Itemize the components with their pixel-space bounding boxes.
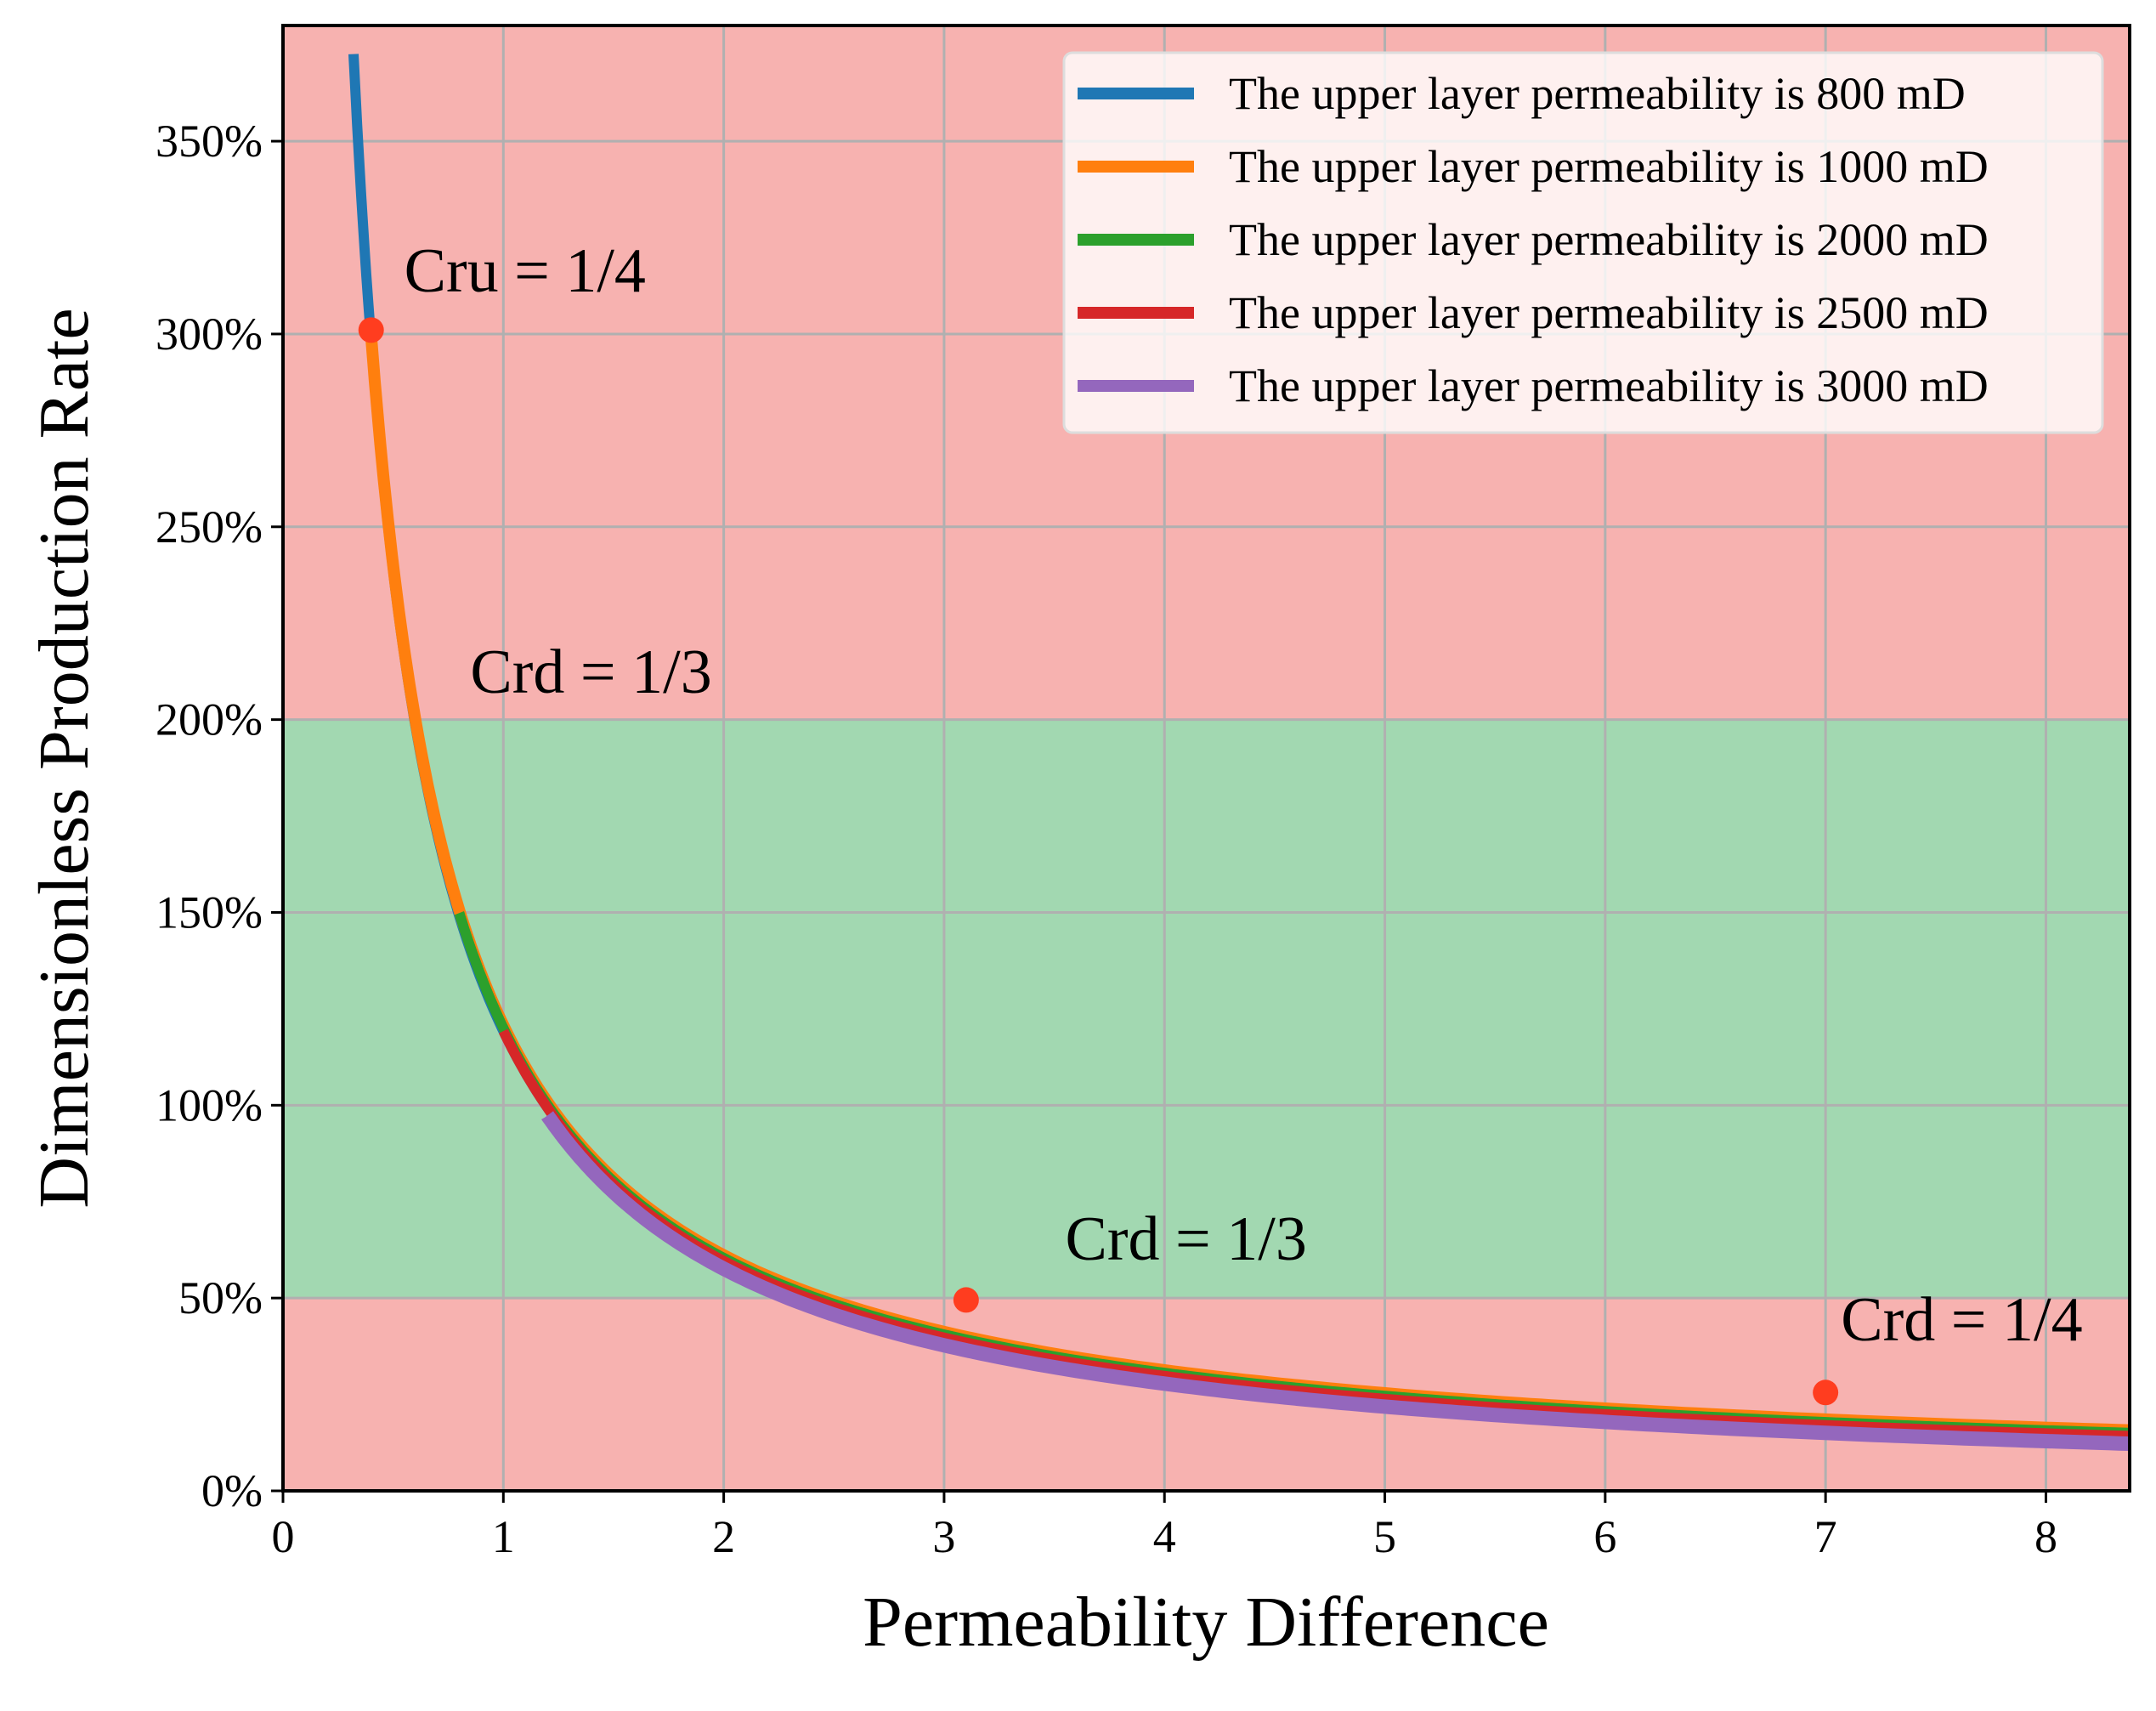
critical-point-marker-2: [1813, 1380, 1839, 1406]
legend-label-1: The upper layer permeability is 1000 mD: [1229, 141, 1989, 192]
x-tick-label: 3: [932, 1511, 955, 1562]
annotations: Cru = 1/4 Crd = 1/3 Crd = 1/3 Crd = 1/4: [405, 236, 2083, 1355]
x-tick-label: 7: [1814, 1511, 1837, 1562]
annotation-1: Crd = 1/3: [470, 637, 711, 707]
y-tick-label: 350%: [156, 116, 263, 167]
y-tick-label: 50%: [178, 1272, 263, 1323]
annotation-0: Cru = 1/4: [405, 236, 646, 306]
band-1: [283, 719, 2130, 1299]
legend: The upper layer permeability is 800 mD Th…: [1062, 51, 2104, 434]
legend-label-3: The upper layer permeability is 2500 mD: [1229, 287, 1989, 338]
annotation-3: Crd = 1/4: [1841, 1285, 2082, 1355]
annotation-2: Crd = 1/3: [1066, 1204, 1307, 1274]
y-tick-label: 300%: [156, 309, 263, 360]
critical-point-marker-1: [953, 1287, 979, 1313]
legend-label-0: The upper layer permeability is 800 mD: [1229, 68, 1966, 119]
series-lines: [348, 54, 2130, 1451]
y-axis-title: Dimensionless Production Rate: [25, 308, 104, 1208]
x-tick-label: 8: [2034, 1511, 2057, 1562]
y-tick-label: 150%: [156, 887, 263, 938]
x-tick-label: 2: [712, 1511, 735, 1562]
x-tick-label: 0: [272, 1511, 295, 1562]
x-tick-label: 1: [492, 1511, 515, 1562]
y-tick-label: 0%: [201, 1465, 263, 1516]
x-tick-label: 5: [1373, 1511, 1396, 1562]
plot-frame: [281, 24, 2131, 1493]
y-tick-label: 100%: [156, 1079, 263, 1130]
x-axis-title: Permeability Difference: [863, 1583, 1549, 1662]
legend-label-2: The upper layer permeability is 2000 mD: [1229, 214, 1989, 265]
legend-label-4: The upper layer permeability is 3000 mD: [1229, 360, 1989, 411]
y-axis-ticks: 0% 50% 100% 150% 200% 250% 300% 350%: [156, 116, 283, 1516]
y-tick-label: 250%: [156, 501, 263, 552]
critical-point-marker-0: [358, 317, 384, 343]
y-tick-label: 200%: [156, 694, 263, 745]
legend-box: [1062, 51, 2104, 434]
x-tick-label: 4: [1153, 1511, 1176, 1562]
series-line-4: [540, 1108, 2130, 1451]
x-axis-ticks: 0 1 2 3 4 5 6 7 8: [272, 1491, 2057, 1562]
critical-point-markers: [358, 317, 1839, 1406]
x-tick-label: 6: [1593, 1511, 1616, 1562]
